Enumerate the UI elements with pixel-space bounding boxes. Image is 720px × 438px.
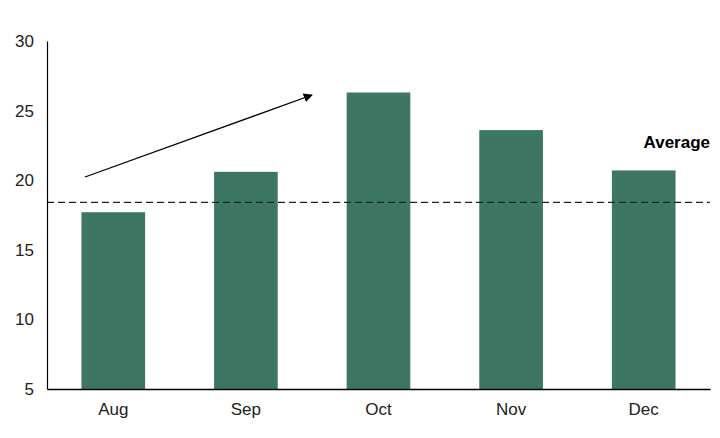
x-tick: Sep: [231, 389, 261, 419]
y-tick: 25: [15, 102, 47, 121]
y-tick-label: 15: [15, 241, 34, 260]
x-tick-label: Nov: [496, 400, 527, 419]
y-tick-label: 10: [15, 310, 34, 329]
x-tick: Aug: [98, 389, 128, 419]
trend-arrow: [85, 95, 312, 177]
x-tick: Dec: [629, 389, 660, 419]
y-tick-label: 30: [15, 32, 34, 51]
x-tick: Nov: [496, 389, 527, 419]
y-tick: 10: [15, 310, 47, 329]
y-tick: 30: [15, 32, 47, 51]
bar: [347, 93, 411, 389]
x-tick-label: Oct: [365, 400, 392, 419]
chart: Average Aug Sep Oct Nov Dec 5 10 15 20 25 30: [0, 0, 720, 438]
x-axis-line: [48, 389, 711, 391]
bar: [214, 172, 278, 389]
bar: [612, 170, 676, 389]
y-tick: 20: [15, 171, 47, 190]
y-tick: 5: [25, 380, 47, 399]
bars: [47, 93, 710, 389]
y-axis: 5 10 15 20 25 30: [15, 32, 47, 399]
y-axis-line: [47, 42, 48, 390]
bar: [479, 130, 543, 389]
plot: Average Aug Sep Oct Nov Dec 5 10 15 20 25 30: [15, 32, 710, 419]
x-tick-label: Aug: [98, 400, 128, 419]
average-line: [47, 202, 710, 203]
x-tick-label: Sep: [231, 400, 261, 419]
y-tick-label: 5: [25, 380, 34, 399]
x-tick: Oct: [365, 389, 392, 419]
x-axis: Aug Sep Oct Nov Dec: [48, 389, 711, 419]
average-label: Average: [644, 133, 710, 152]
x-tick-label: Dec: [629, 400, 660, 419]
y-tick-label: 20: [15, 171, 34, 190]
bar: [81, 212, 145, 389]
y-tick: 15: [15, 241, 47, 260]
y-tick-label: 25: [15, 102, 34, 121]
